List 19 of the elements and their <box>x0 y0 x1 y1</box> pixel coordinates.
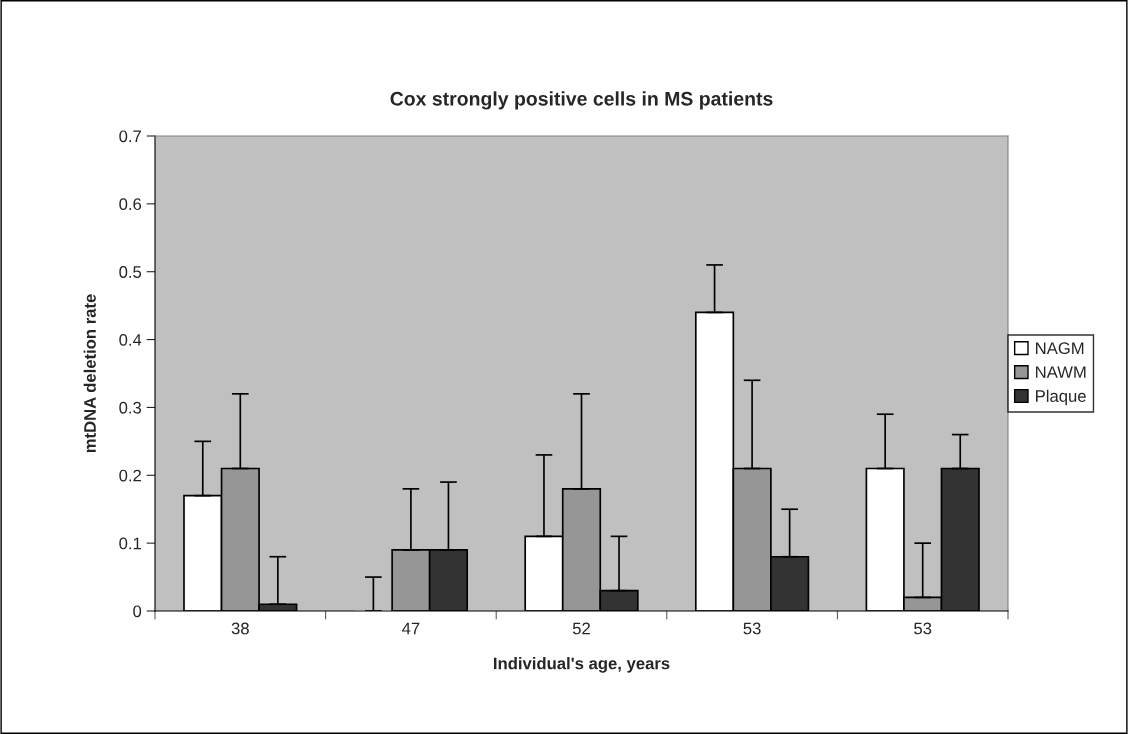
x-tick-label: 47 <box>402 622 420 635</box>
legend-label: NAGM <box>1036 342 1084 355</box>
y-tick-label: 0.7 <box>119 130 141 143</box>
y-tick-label: 0.5 <box>119 266 142 278</box>
x-tick-label: 38 <box>231 622 249 635</box>
y-tick-label: 0.3 <box>119 401 142 414</box>
x-tick-label: 52 <box>572 622 590 635</box>
y-tick-label: 0 <box>133 605 142 618</box>
x-axis-title: Individual's age, years <box>494 657 670 673</box>
x-tick-label: 53 <box>743 622 761 635</box>
y-axis-title: mtDNA deletion rate <box>83 294 96 453</box>
y-tick-label: 0.2 <box>119 469 141 482</box>
y-tick-label: 0.6 <box>119 198 142 211</box>
y-tick-label: 0.1 <box>119 537 141 550</box>
x-tick-label: 53 <box>914 622 932 635</box>
legend-label: NAWM <box>1036 366 1086 378</box>
y-tick-label: 0.4 <box>119 333 142 346</box>
legend-label: Plaque <box>1036 389 1086 406</box>
chart-title: Cox strongly positive cells in MS patients <box>390 91 773 110</box>
